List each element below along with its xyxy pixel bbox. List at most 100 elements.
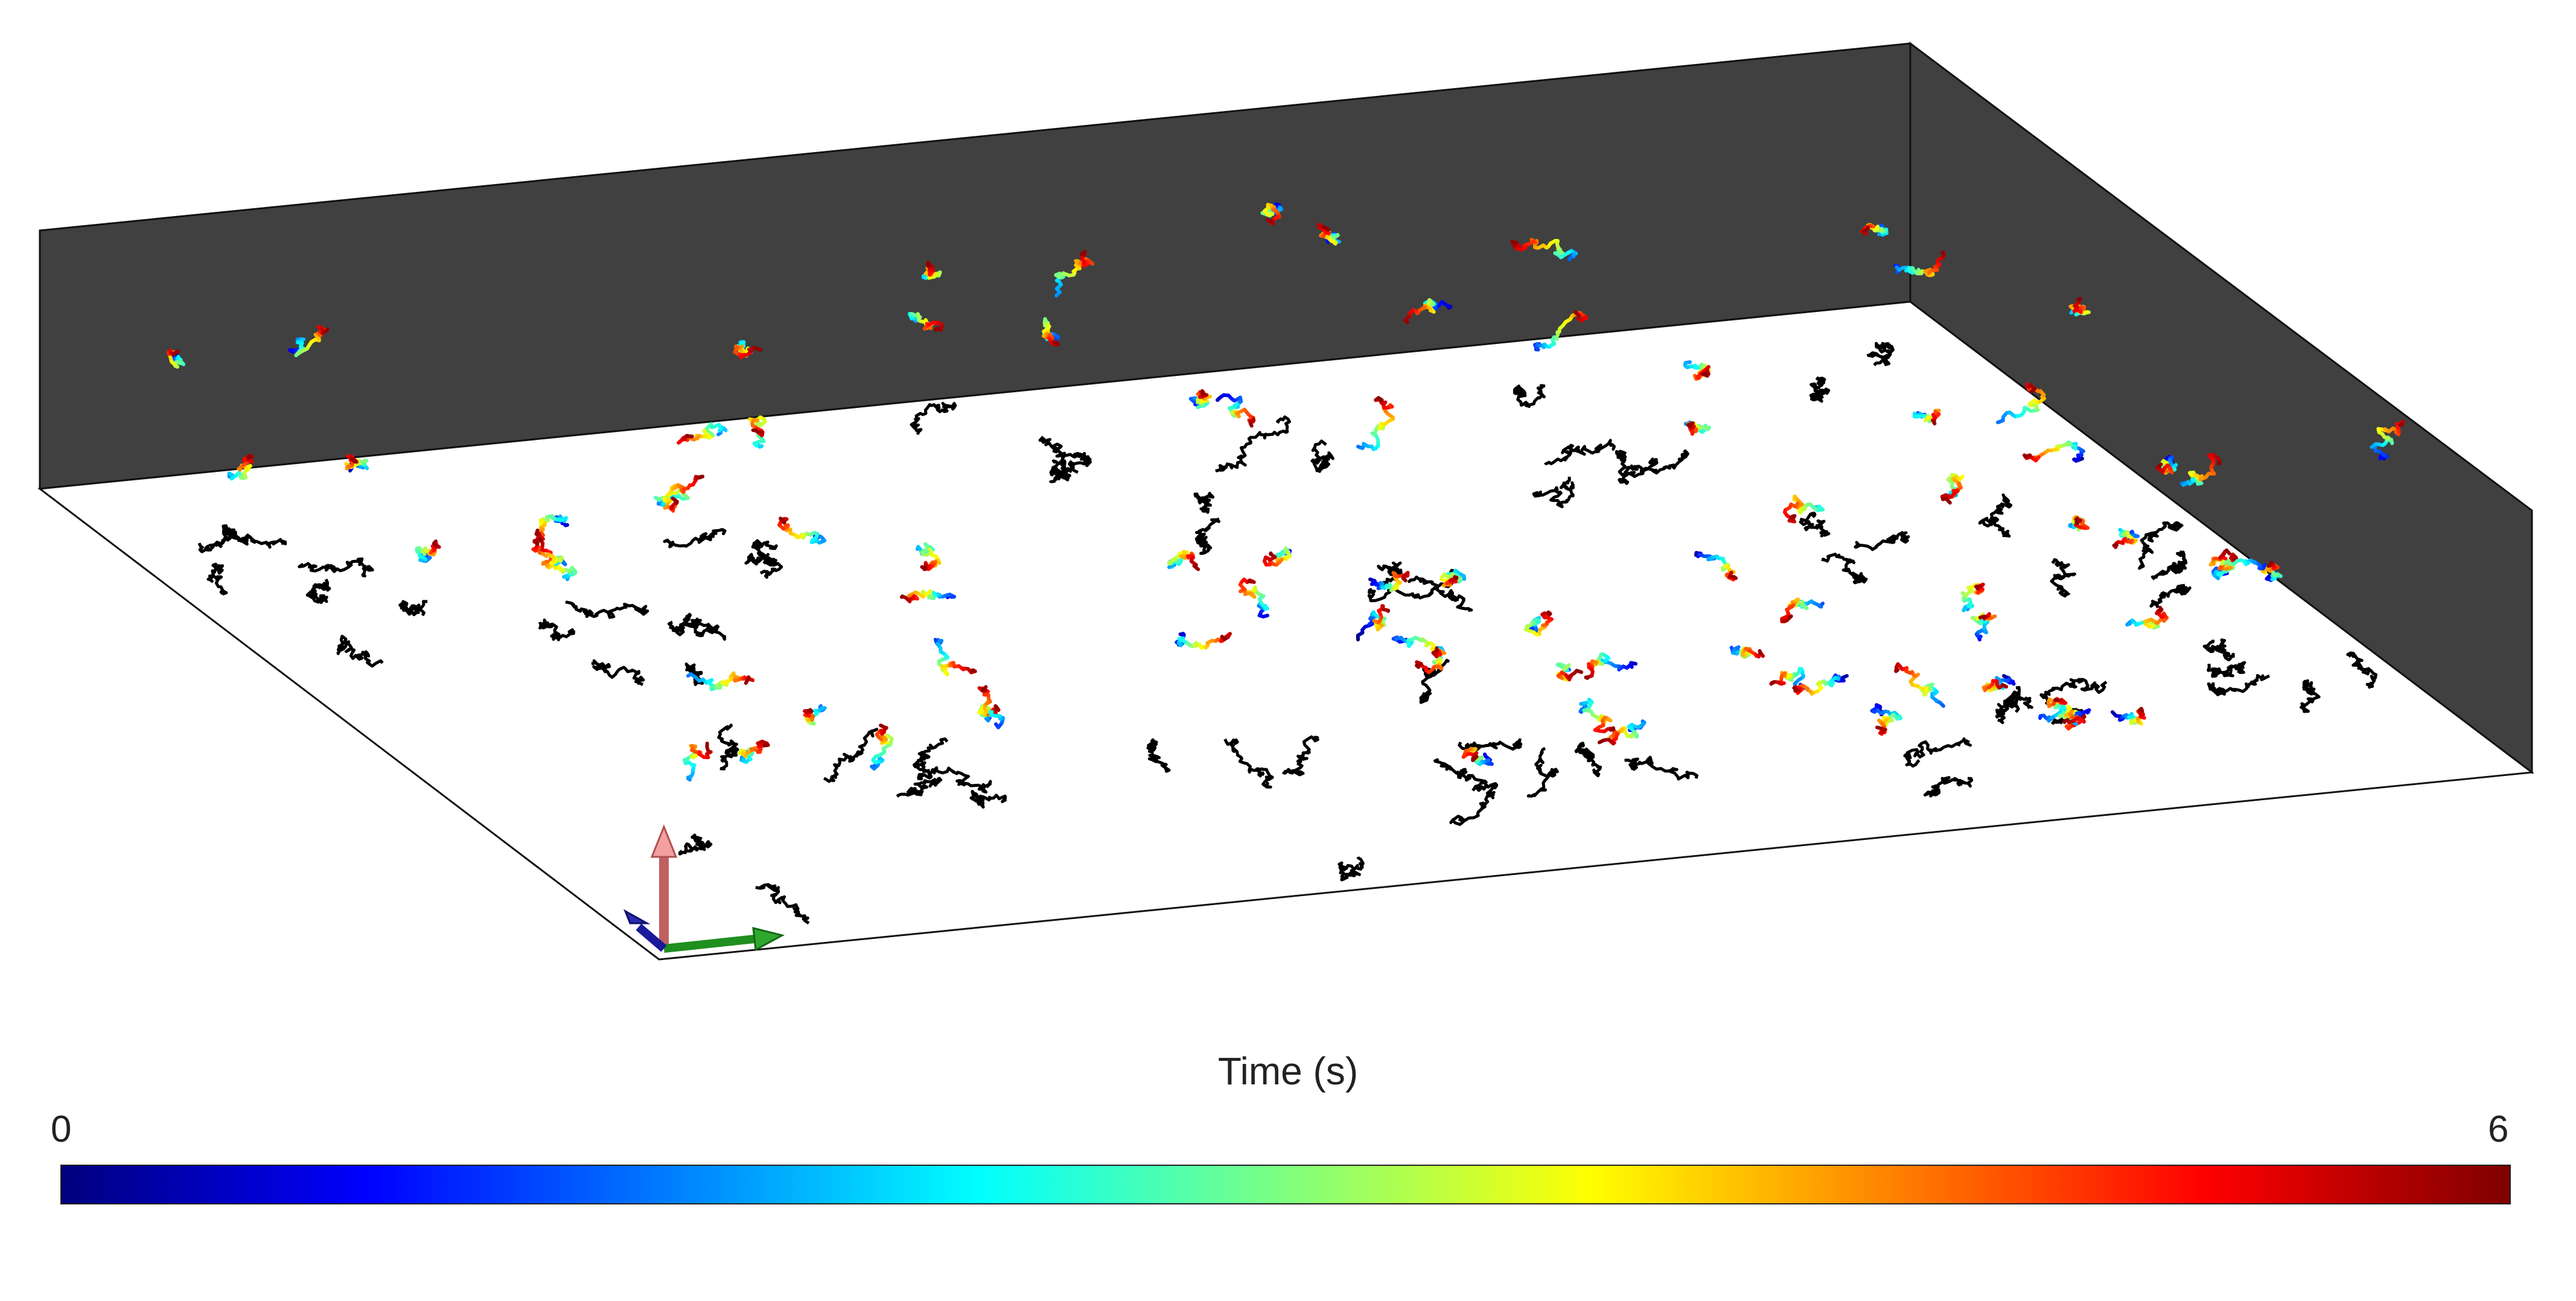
trajectory xyxy=(2155,455,2178,475)
floor-projection xyxy=(896,777,943,798)
trajectory xyxy=(1439,568,1467,588)
trajectory xyxy=(921,261,942,280)
floor-projection xyxy=(2300,679,2321,713)
trajectory xyxy=(1981,674,2016,693)
trajectory xyxy=(1960,582,1985,612)
floor-projection xyxy=(206,562,228,596)
trajectory xyxy=(977,685,1005,730)
trajectory xyxy=(1403,298,1453,325)
floor-projection xyxy=(2039,678,2108,705)
trajectory-segment xyxy=(1079,250,1087,256)
floor-projection xyxy=(823,728,879,783)
trajectory xyxy=(1597,719,1647,746)
trajectory xyxy=(1996,382,2046,424)
floor-projection xyxy=(398,600,428,617)
floor-projection xyxy=(1809,377,1831,403)
trajectory-segment xyxy=(2081,711,2087,719)
floor-projection xyxy=(667,620,726,641)
trajectory-segment xyxy=(1546,610,1552,616)
trajectory-segment xyxy=(2158,606,2163,612)
trajectory xyxy=(1239,577,1269,619)
trajectory-segment xyxy=(1415,663,1420,669)
trajectory-segment xyxy=(2076,297,2082,302)
floor-projection xyxy=(1624,755,1698,781)
trajectory xyxy=(534,514,569,541)
trajectory xyxy=(1356,396,1395,451)
colorbar-min-label: 0 xyxy=(51,1109,72,1150)
horizontal-axis-arrowhead xyxy=(752,927,785,952)
trajectory xyxy=(1042,317,1060,347)
colorbar-max-label: 6 xyxy=(2488,1109,2509,1150)
trajectory xyxy=(227,454,255,481)
trajectory-segment xyxy=(1789,514,1795,520)
trajectory-segment xyxy=(744,677,750,685)
trajectory-segment xyxy=(2024,453,2032,459)
trajectory-segment xyxy=(920,565,928,570)
trajectory xyxy=(738,739,770,764)
depth-axis-arrowhead xyxy=(623,909,651,924)
trajectory xyxy=(1894,662,1945,708)
trajectory xyxy=(1167,550,1200,571)
trajectory-segment xyxy=(1788,614,1793,620)
floor-projection xyxy=(717,723,739,771)
trajectory-segment xyxy=(1575,669,1584,674)
trajectory xyxy=(1510,238,1578,261)
trajectory xyxy=(733,340,763,360)
trajectory xyxy=(531,539,567,567)
colorbar-title: Time (s) xyxy=(1217,1049,1359,1093)
floor-projection xyxy=(1337,856,1365,882)
trajectory xyxy=(803,704,827,726)
floor-projection xyxy=(2149,584,2192,608)
trajectory-segment xyxy=(2053,698,2060,702)
floor-projection xyxy=(1146,738,1171,773)
trajectory-segment xyxy=(879,724,886,729)
trajectory-segment xyxy=(1792,686,1799,692)
floor-projection xyxy=(1310,439,1334,473)
floor-projection xyxy=(1866,342,1895,366)
floor-plane xyxy=(37,301,2534,961)
trajectory xyxy=(2068,297,2091,317)
floor-projection xyxy=(2207,674,2271,696)
trajectory-segment xyxy=(1248,421,1254,428)
trajectory-segment xyxy=(533,539,540,546)
trajectory xyxy=(1368,571,1410,593)
trajectory-segment xyxy=(171,349,180,357)
trajectory xyxy=(1216,393,1256,428)
trajectory xyxy=(1970,612,1997,641)
floor-projection xyxy=(1978,493,2013,538)
floor-projection xyxy=(680,612,715,637)
vertical-axis-arrowhead xyxy=(650,824,678,858)
floor-projections xyxy=(197,342,2378,925)
floor-projection xyxy=(1458,738,1523,752)
floor-projection xyxy=(751,539,783,579)
floor-projection xyxy=(1048,459,1073,484)
trajectory xyxy=(1769,667,1806,691)
trajectory-segment xyxy=(981,685,988,692)
trajectory xyxy=(1356,604,1390,641)
trajectory xyxy=(2111,707,2146,726)
floor-projection xyxy=(1543,439,1616,466)
trajectory-segment xyxy=(1770,680,1775,685)
floor-projection xyxy=(663,528,727,549)
floor-projection xyxy=(1821,552,1868,585)
floor-projection xyxy=(1526,746,1559,798)
floor-projection xyxy=(2050,558,2076,598)
trajectory-segment xyxy=(2157,462,2163,469)
trajectory xyxy=(1683,360,1711,381)
floor-projection xyxy=(910,402,957,436)
trajectory xyxy=(1262,546,1292,567)
horizontal-axis-arrow xyxy=(663,935,755,953)
floor-projection xyxy=(1903,737,1972,768)
floor-projection xyxy=(1408,575,1473,612)
time-colorbar xyxy=(60,1165,2511,1204)
trajectory xyxy=(2208,548,2267,571)
trajectory xyxy=(1893,250,1946,278)
floor-projection xyxy=(1513,384,1546,408)
trajectory xyxy=(934,638,977,676)
floor-projection xyxy=(565,600,649,619)
trajectory-segment xyxy=(2029,386,2037,394)
floor-projection xyxy=(305,578,331,604)
trajectory xyxy=(344,454,369,472)
trajectory-segment xyxy=(1266,218,1272,223)
floor-projection xyxy=(1215,415,1291,472)
